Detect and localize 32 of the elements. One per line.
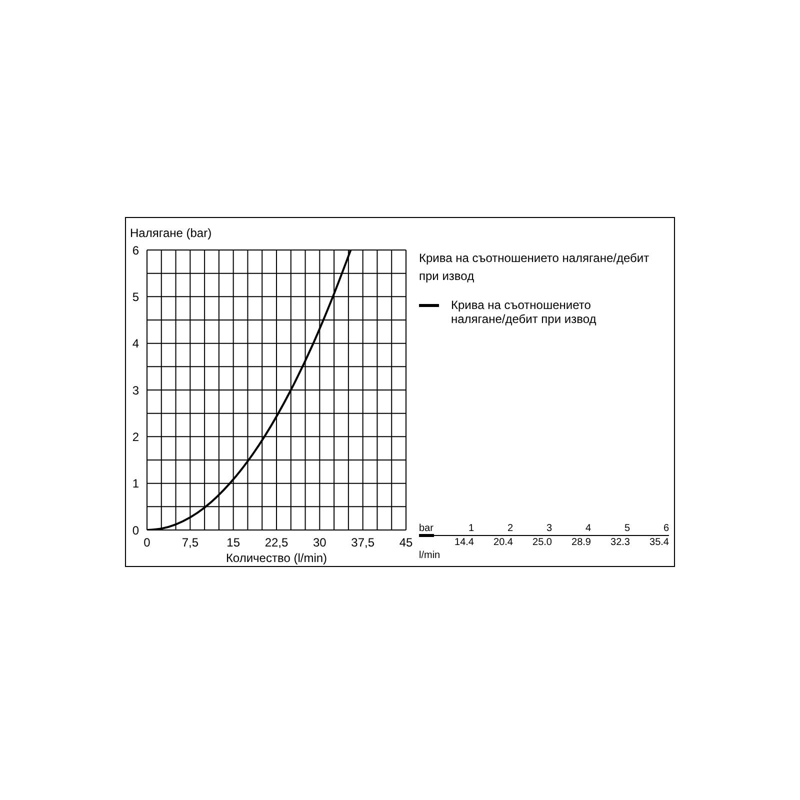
text: 2 [506, 523, 513, 534]
text: bar [419, 523, 434, 534]
y-tick-label: 0 [132, 523, 140, 538]
text: Крива на съотношението налягане/дебит при извод [419, 250, 650, 285]
text: 20.4 [492, 537, 513, 548]
text: 3 [545, 523, 552, 534]
y-axis-title: Налягане (bar) [130, 226, 212, 240]
x-tick-label: 15 [226, 536, 240, 550]
text: 35.4 [648, 537, 669, 548]
text: 5 [623, 523, 630, 534]
text: 4 [584, 523, 591, 534]
x-tick-label: 30 [312, 536, 327, 550]
y-tick-label: 3 [132, 383, 140, 398]
y-tick-label: 5 [132, 290, 140, 304]
x-tick-label: 37,5 [351, 536, 375, 550]
y-tick-label: 2 [132, 430, 140, 444]
text: 14.4 [454, 537, 474, 548]
x-axis-title: Количество (l/min) [226, 551, 328, 565]
text: 25.0 [532, 537, 552, 548]
legend-label: Крива на съотношението налягане/дебит при извод [451, 298, 598, 326]
text: 6 [662, 523, 669, 534]
text: 28.9 [570, 537, 591, 548]
x-tick-label: 22,5 [264, 536, 288, 550]
x-tick-label: 7,5 [182, 536, 199, 550]
y-tick-label: 4 [132, 336, 140, 351]
x-tick-label: 0 [144, 536, 151, 550]
y-tick-label: 6 [132, 243, 140, 258]
text: 32.3 [610, 537, 630, 548]
text: 1 [467, 523, 474, 534]
text: l/min [419, 550, 442, 561]
y-tick-label: 1 [132, 476, 140, 491]
x-tick-label: 45 [399, 536, 413, 550]
